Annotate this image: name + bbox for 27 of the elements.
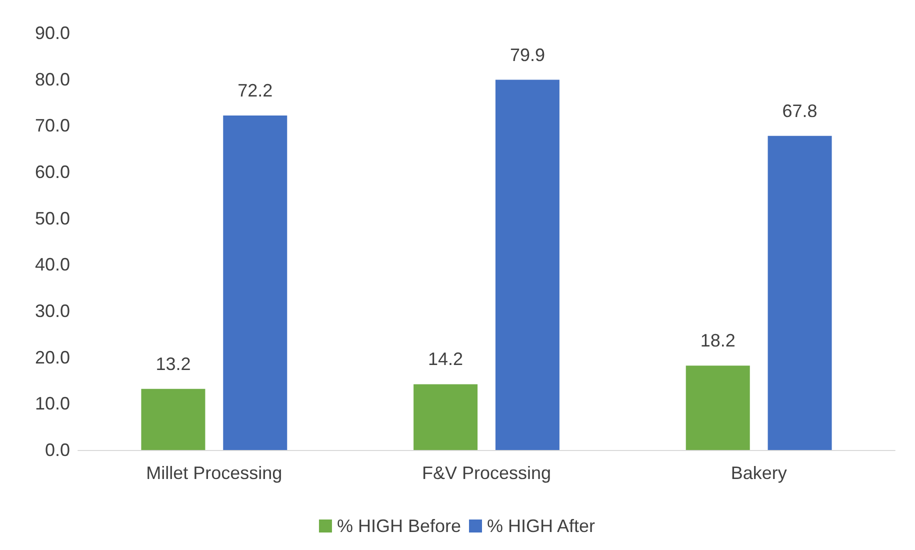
data-label: 18.2: [700, 330, 736, 351]
bar: [223, 115, 288, 450]
y-tick-label: 80.0: [34, 69, 70, 90]
bar: [686, 366, 750, 450]
bar: [414, 384, 478, 450]
legend-label: % HIGH After: [487, 516, 596, 536]
y-tick-label: 0.0: [44, 440, 70, 460]
y-tick-label: 50.0: [34, 208, 70, 228]
y-tick-label: 20.0: [34, 347, 70, 368]
data-label: 13.2: [156, 354, 191, 374]
bar: [141, 388, 206, 450]
y-tick-label: 40.0: [34, 254, 70, 275]
x-tick-label: Millet Processing: [146, 463, 282, 483]
y-tick-label: 90.0: [34, 23, 70, 43]
data-label: 79.9: [510, 44, 545, 65]
y-tick-label: 30.0: [34, 301, 70, 321]
data-label: 67.8: [782, 100, 818, 121]
y-tick-label: 60.0: [34, 162, 70, 182]
data-label: 14.2: [428, 349, 464, 370]
bar: [768, 136, 832, 450]
x-tick-label: Bakery: [730, 463, 787, 483]
y-tick-label: 70.0: [34, 116, 70, 136]
legend-label: % HIGH Before: [336, 516, 462, 536]
bar: [495, 80, 560, 450]
data-label: 72.2: [238, 80, 273, 100]
x-tick-label: F&V Processing: [422, 463, 552, 483]
y-tick-label: 10.0: [34, 394, 70, 414]
